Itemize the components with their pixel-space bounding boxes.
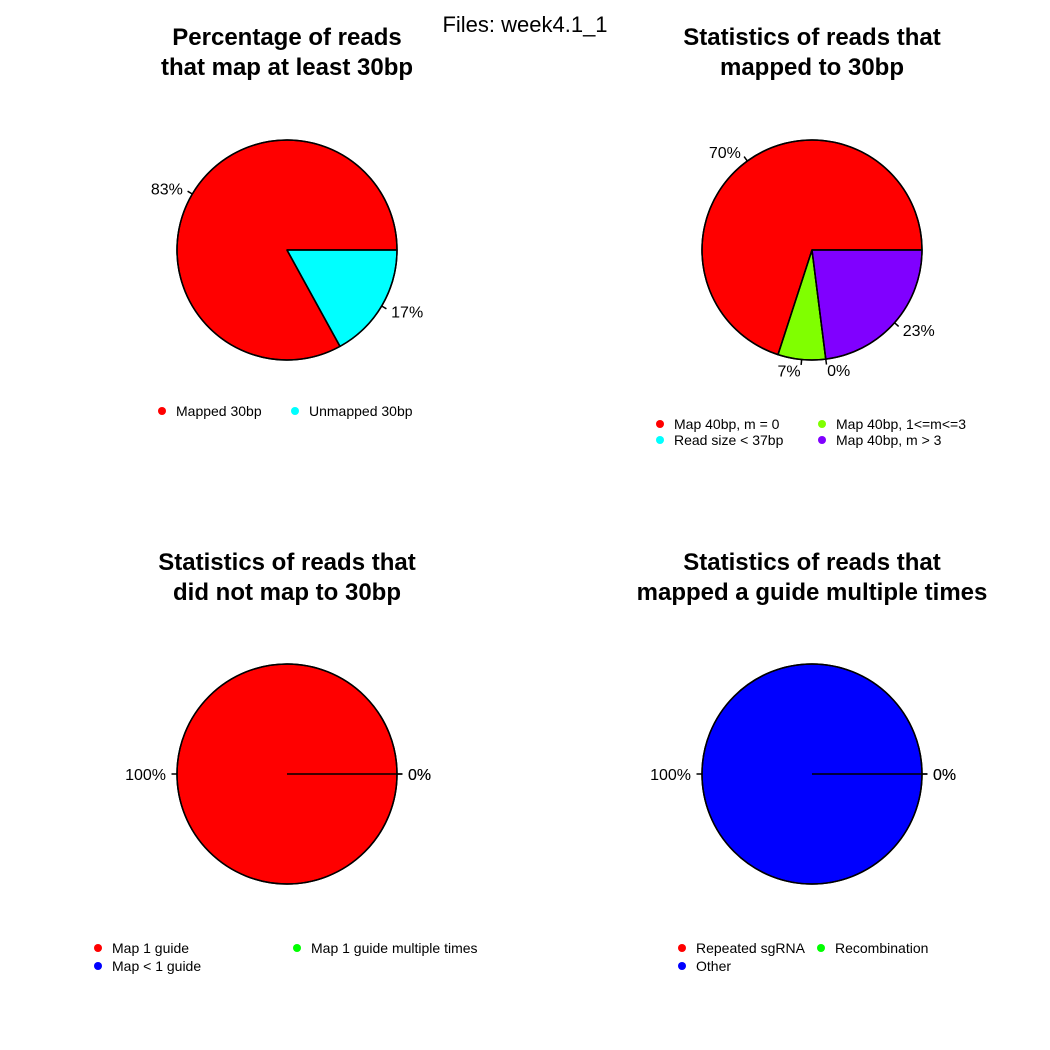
panel-title-line: Statistics of reads that — [158, 549, 415, 576]
pie-outline — [176, 663, 398, 885]
panel-title-line: that map at least 30bp — [161, 54, 413, 81]
pie-panel-1: Percentage of reads that map at least 30b… — [151, 24, 423, 419]
legend-label: Map 40bp, m = 0 — [674, 416, 780, 432]
pie-percent-label: 23% — [903, 323, 935, 340]
panel-title-line: did not map to 30bp — [173, 579, 401, 606]
legend-swatch — [291, 407, 299, 415]
pie-label-tick — [800, 359, 803, 366]
figure-suptitle: Files: week4.1_1 — [442, 12, 607, 37]
legend-swatch — [94, 944, 102, 952]
pie-percent-label: 0% — [408, 767, 431, 784]
legend-swatch — [656, 420, 664, 428]
pie-slice-boundary — [811, 249, 827, 360]
pie-label-tick — [743, 156, 748, 162]
legend-swatch — [293, 944, 301, 952]
pie-percent-label: 0% — [933, 767, 956, 784]
legend-label: Map 1 guide multiple times — [311, 940, 478, 956]
pie-slice-boundary — [777, 249, 813, 355]
pie-outline — [701, 663, 923, 885]
pie-panel-3: Statistics of reads that did not map to 3… — [94, 549, 478, 974]
panel-title-line: Statistics of reads that — [683, 549, 940, 576]
pie-percent-label: 83% — [151, 181, 183, 198]
pie-percent-label: 17% — [391, 305, 423, 322]
legend-label: Other — [696, 958, 731, 974]
pie-panel-2: Statistics of reads that mapped to 30bp 70… — [656, 24, 966, 448]
pie-percent-label: 0% — [408, 767, 431, 784]
legend-swatch — [818, 436, 826, 444]
pie-label-tick — [894, 322, 900, 327]
panel-title-line: mapped a guide multiple times — [637, 579, 988, 606]
legend-swatch — [678, 944, 686, 952]
legend-label: Map 40bp, 1<=m<=3 — [836, 416, 966, 432]
pie-percent-label: 7% — [777, 363, 800, 380]
legend-label: Map < 1 guide — [112, 958, 201, 974]
legend-swatch — [158, 407, 166, 415]
pie-percent-label: 70% — [709, 145, 741, 162]
panel-title-line: Percentage of reads — [172, 24, 401, 51]
legend-swatch — [678, 962, 686, 970]
legend-swatch — [818, 420, 826, 428]
legend-label: Unmapped 30bp — [309, 403, 413, 419]
pie-label-tick — [825, 359, 828, 365]
pie-percent-label: 0% — [827, 363, 850, 380]
panel-title-line: mapped to 30bp — [720, 54, 904, 81]
pie-percent-label: 100% — [125, 767, 166, 784]
panel-title-line: Statistics of reads that — [683, 24, 940, 51]
legend-swatch — [817, 944, 825, 952]
pie-label-tick — [187, 190, 193, 195]
pie-outline — [176, 139, 398, 361]
pie-percent-label: 100% — [650, 767, 691, 784]
legend-label: Repeated sgRNA — [696, 940, 806, 956]
legend-label: Read size < 37bp — [674, 432, 784, 448]
legend-label: Mapped 30bp — [176, 403, 262, 419]
legend-label: Recombination — [835, 940, 928, 956]
legend-label: Map 1 guide — [112, 940, 189, 956]
pie-percent-label: 0% — [933, 767, 956, 784]
pie-outline — [701, 139, 923, 361]
pie-label-tick — [381, 305, 387, 310]
legend-swatch — [94, 962, 102, 970]
pie-slice — [811, 249, 923, 360]
legend-label: Map 40bp, m > 3 — [836, 432, 942, 448]
pie-slice-boundary — [286, 249, 341, 347]
pie-panel-4: Statistics of reads that mapped a guide m… — [637, 549, 988, 974]
legend-swatch — [656, 436, 664, 444]
